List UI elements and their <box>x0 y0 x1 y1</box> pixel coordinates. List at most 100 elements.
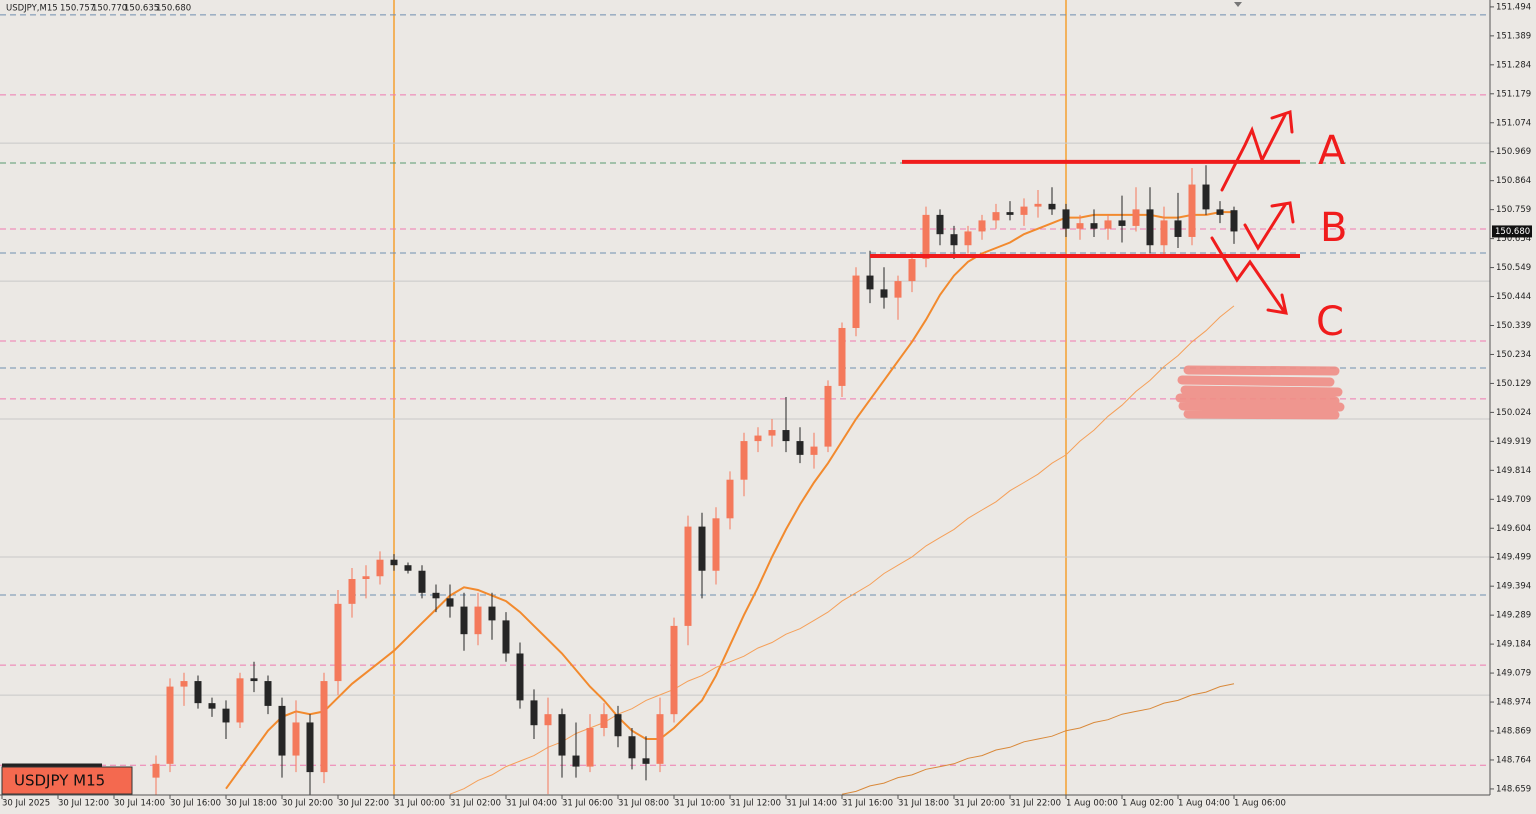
candle-body <box>194 681 202 704</box>
y-tick-label: 150.549 <box>1496 263 1531 273</box>
candle-body <box>838 327 846 386</box>
candle-body <box>1048 203 1056 210</box>
annotation: A <box>1318 128 1346 174</box>
x-tick-label: 1 Aug 04:00 <box>1178 799 1230 809</box>
candle-body <box>404 565 412 571</box>
candle-body <box>348 579 356 604</box>
candle-body <box>1202 184 1210 210</box>
candle-body <box>1160 220 1168 246</box>
candle-body <box>208 703 216 709</box>
y-tick-label: 149.184 <box>1496 640 1531 650</box>
x-tick-label: 31 Jul 04:00 <box>506 799 557 809</box>
candle-body <box>936 214 944 235</box>
zone-stroke <box>1175 365 1345 420</box>
candle-body <box>656 714 664 764</box>
candle-body <box>572 755 580 767</box>
y-tick-label: 149.709 <box>1496 495 1531 505</box>
candle-body <box>292 722 300 756</box>
y-tick-label: 148.764 <box>1496 755 1531 765</box>
y-tick-label: 149.604 <box>1496 524 1531 534</box>
candle-body <box>754 435 762 442</box>
drawings <box>870 109 1345 420</box>
x-tick-label: 30 Jul 16:00 <box>170 799 221 809</box>
x-tick-label: 30 Jul 2025 <box>2 799 50 809</box>
candle-body <box>558 714 566 756</box>
y-tick-label: 150.444 <box>1496 292 1531 302</box>
candle-body <box>978 220 986 232</box>
candle-body <box>600 714 608 728</box>
y-tick-label: 150.129 <box>1496 379 1531 389</box>
x-tick-label: 31 Jul 22:00 <box>1010 799 1061 809</box>
candle-body <box>726 479 734 519</box>
y-tick-label: 150.339 <box>1496 321 1531 331</box>
candle-body <box>334 603 342 682</box>
y-tick-label: 148.974 <box>1496 698 1531 708</box>
x-tick-label: 31 Jul 08:00 <box>618 799 669 809</box>
y-tick-label: 151.179 <box>1496 89 1531 99</box>
candle-body <box>1132 209 1140 226</box>
candle-body <box>796 441 804 455</box>
y-tick-label: 150.864 <box>1496 176 1531 186</box>
candle-body <box>628 736 636 759</box>
y-tick-label: 151.494 <box>1496 2 1531 12</box>
candle-body <box>824 385 832 447</box>
x-tick-label: 1 Aug 02:00 <box>1122 799 1174 809</box>
candle-body <box>782 430 790 442</box>
candle-body <box>1020 206 1028 215</box>
candle-body <box>684 526 692 626</box>
candle-body <box>306 722 314 773</box>
candle-body <box>768 430 776 436</box>
candle-body <box>460 606 468 635</box>
candle-body <box>474 606 482 635</box>
moving-average <box>841 683 1235 795</box>
candle-body <box>1188 184 1196 237</box>
candle-body <box>740 441 748 480</box>
candle-body <box>642 758 650 764</box>
candle-body <box>446 598 454 607</box>
annotation: B <box>1320 205 1347 251</box>
header-close: 150.680 <box>156 4 191 14</box>
candle-body <box>418 570 426 593</box>
candle-body <box>894 281 902 298</box>
x-tick-label: 30 Jul 20:00 <box>282 799 333 809</box>
header-low: 150.635 <box>124 4 159 14</box>
candle-body <box>1174 220 1182 237</box>
candle-body <box>544 714 552 726</box>
y-tick-label: 151.284 <box>1496 60 1531 70</box>
x-tick-label: 1 Aug 06:00 <box>1234 799 1286 809</box>
x-tick-label: 31 Jul 20:00 <box>954 799 1005 809</box>
annotation: C <box>1316 299 1344 345</box>
y-tick-label: 149.079 <box>1496 669 1531 679</box>
x-tick-label: 30 Jul 12:00 <box>58 799 109 809</box>
candle-body <box>1076 223 1084 229</box>
x-tick-label: 1 Aug 00:00 <box>1066 799 1118 809</box>
candle-body <box>488 606 496 621</box>
candle-body <box>614 714 622 737</box>
y-tick-label: 149.919 <box>1496 437 1531 447</box>
y-tick-label: 149.394 <box>1496 582 1531 592</box>
y-tick-label: 150.969 <box>1496 147 1531 157</box>
candle-body <box>1034 203 1042 207</box>
candle-body <box>1216 209 1224 215</box>
y-tick-label: 149.814 <box>1496 466 1531 476</box>
candle-body <box>586 727 594 767</box>
candle-body <box>502 620 510 654</box>
levels <box>0 0 1490 795</box>
axes <box>0 0 1491 796</box>
x-tick-label: 31 Jul 00:00 <box>394 799 445 809</box>
candle-body <box>1118 220 1126 226</box>
x-tick-label: 30 Jul 22:00 <box>338 799 389 809</box>
candle-body <box>698 526 706 571</box>
badge-box <box>1 766 133 795</box>
zone-scribble <box>1175 365 1345 420</box>
x-tick-label: 31 Jul 10:00 <box>674 799 725 809</box>
candle-body <box>880 289 888 298</box>
y-tick-label: 150.024 <box>1496 408 1531 418</box>
candle-body <box>712 518 720 571</box>
candle-body <box>264 681 272 706</box>
candle-body <box>362 576 370 580</box>
candle-body <box>530 700 538 726</box>
header-open: 150.757 <box>60 4 95 14</box>
y-tick-label: 149.499 <box>1496 553 1531 563</box>
